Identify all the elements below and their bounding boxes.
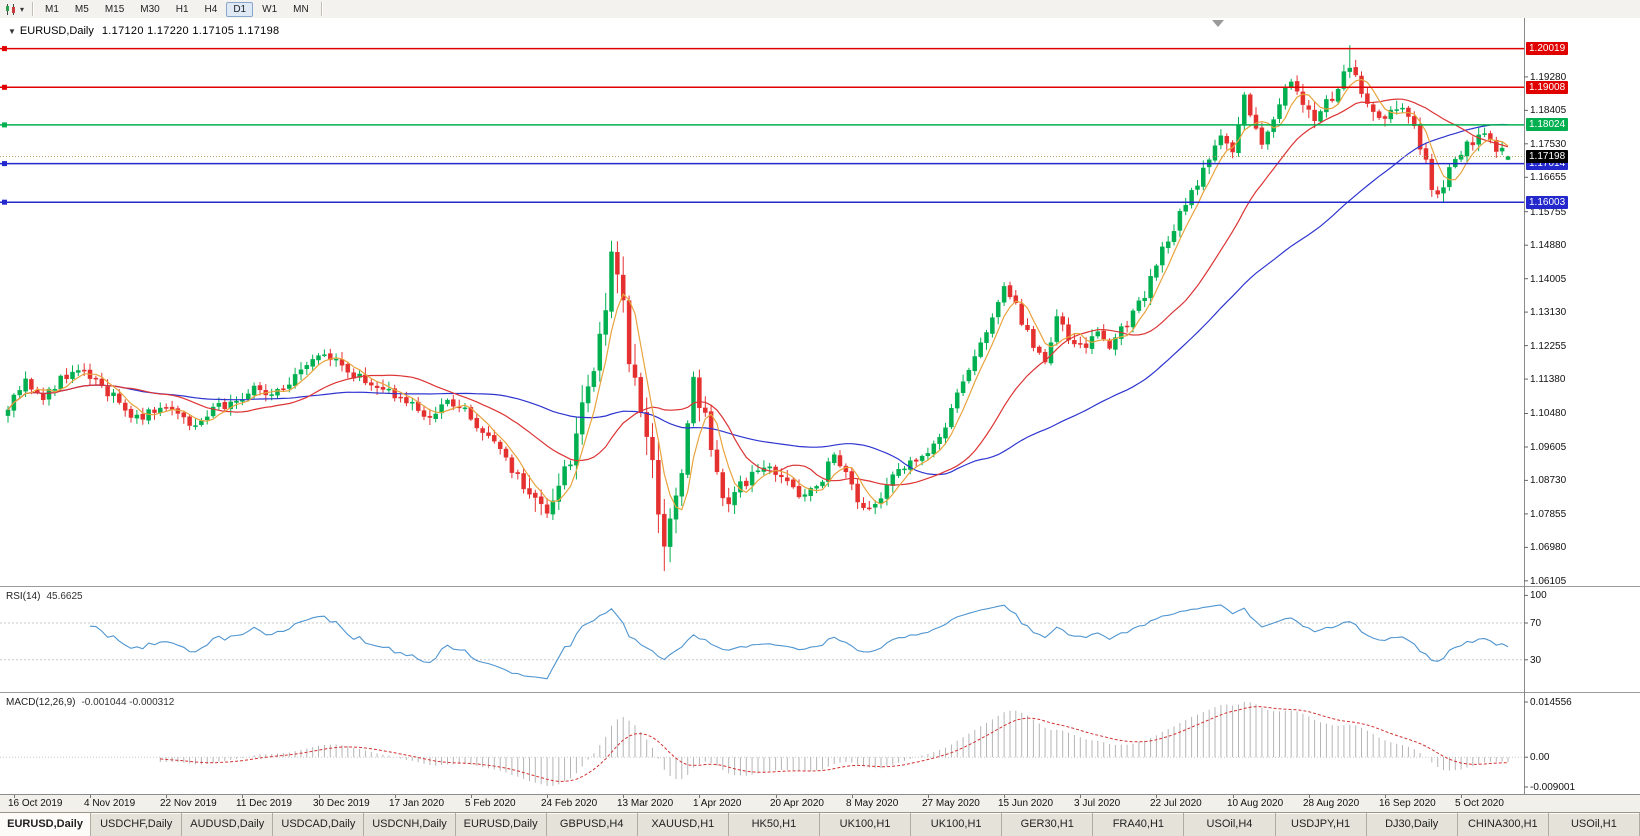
chart-tab-xauusd-h1[interactable]: XAUUSD,H1 <box>637 813 729 836</box>
chart-tab-ger30-h1[interactable]: GER30,H1 <box>1002 813 1094 836</box>
candlestick-chart-icon[interactable] <box>0 3 20 16</box>
timeframe-button-m1[interactable]: M1 <box>45 3 59 15</box>
date-axis-label: 17 Jan 2020 <box>389 798 445 809</box>
chart-tabs-bar: EURUSD,Daily USDCHF,Daily AUDUSD,Daily USDC… <box>0 812 1640 836</box>
date-axis-label: 24 Feb 2020 <box>541 798 598 809</box>
time-axis-tick <box>1156 795 1157 798</box>
timeframe-button-w1[interactable]: W1 <box>262 3 278 15</box>
ohlc-values: 1.17120 1.17220 1.17105 1.17198 <box>101 25 280 37</box>
date-axis-label: 3 Jul 2020 <box>1074 798 1121 809</box>
time-axis-tick <box>1004 795 1005 798</box>
toolbar-separator <box>320 2 322 16</box>
chart-tab-china300-h1[interactable]: CHINA300,H1 <box>1457 813 1549 836</box>
timeframe-button-d1[interactable]: D1 <box>226 1 254 17</box>
date-axis-label: 4 Nov 2019 <box>84 798 136 809</box>
chart-tab-gbpusd-h4[interactable]: GBPUSD,H4 <box>546 813 638 836</box>
time-axis-tick <box>90 795 91 798</box>
timeframe-button-m30[interactable]: M30 <box>140 3 160 15</box>
time-axis-tick <box>776 795 777 798</box>
chart-tab-usdcnh-daily[interactable]: USDCNH,Daily <box>364 813 456 836</box>
chart-tab-usdcad-daily[interactable]: USDCAD,Daily <box>273 813 365 836</box>
time-axis-tick <box>1385 795 1386 798</box>
price-axis[interactable] <box>1524 18 1640 794</box>
rsi-name: RSI(14) <box>6 591 41 602</box>
chart-tab-usoil-h1[interactable]: USOil,H1 <box>1548 813 1640 836</box>
date-axis-label: 10 Aug 2020 <box>1227 798 1284 809</box>
rsi-value: 45.6625 <box>46 591 83 602</box>
timeframe-button-m15[interactable]: M15 <box>104 3 125 15</box>
rsi-indicator-label: RSI(14) 45.6625 <box>6 591 83 602</box>
chart-tab-usoil-h4[interactable]: USOil,H4 <box>1184 813 1276 836</box>
time-axis-tick <box>1233 795 1234 798</box>
date-axis-label: 5 Oct 2020 <box>1455 798 1504 809</box>
timeframe-button-h4[interactable]: H4 <box>204 3 218 15</box>
date-axis-label: 27 May 2020 <box>922 798 980 809</box>
date-axis-label: 15 Jun 2020 <box>998 798 1054 809</box>
chart-tab-uk100-h1[interactable]: UK100,H1 <box>819 813 912 836</box>
dropdown-caret-icon[interactable]: ▾ <box>20 4 25 14</box>
time-axis-tick <box>471 795 472 798</box>
date-axis-label: 20 Apr 2020 <box>770 798 824 809</box>
timeframe-toolbar: ▾ M1 M5 M15 M30 H1 H4 D1 W1 MN <box>0 0 1640 19</box>
date-axis-label: 13 Mar 2020 <box>617 798 674 809</box>
toolbar-separator <box>32 2 34 16</box>
time-axis-tick <box>852 795 853 798</box>
date-axis-label: 11 Dec 2019 <box>236 798 292 809</box>
chart-tab-uk100-h1[interactable]: UK100,H1 <box>911 813 1003 836</box>
chart-tab-usdjpy-h1[interactable]: USDJPY,H1 <box>1275 813 1367 836</box>
collapse-caret-icon[interactable]: ▼ <box>8 27 16 36</box>
time-axis-tick <box>319 795 320 798</box>
macd-name: MACD(12,26,9) <box>6 697 76 708</box>
symbol-period-label: EURUSD,Daily <box>19 25 94 37</box>
chart-tab-usdchf-daily[interactable]: USDCHF,Daily <box>91 813 183 836</box>
time-axis-tick <box>166 795 167 798</box>
chart-tab-hk50-h1[interactable]: HK50,H1 <box>728 813 820 836</box>
date-axis-label: 5 Feb 2020 <box>465 798 516 809</box>
timeframe-button-h1[interactable]: H1 <box>175 3 189 15</box>
time-axis-tick <box>14 795 15 798</box>
macd-indicator-label: MACD(12,26,9) -0.001044 -0.000312 <box>6 697 174 708</box>
time-axis[interactable]: 16 Oct 2019 4 Nov 2019 22 Nov 2019 11 Dec 2… <box>0 794 1640 812</box>
date-axis-label: 22 Nov 2019 <box>160 798 217 809</box>
time-axis-tick <box>547 795 548 798</box>
timeframe-button-m5[interactable]: M5 <box>74 3 89 15</box>
date-axis-label: 28 Aug 2020 <box>1303 798 1360 809</box>
macd-values: -0.001044 -0.000312 <box>81 697 175 708</box>
time-axis-tick <box>699 795 700 798</box>
time-axis-tick <box>623 795 624 798</box>
date-axis-label: 16 Sep 2020 <box>1379 798 1436 809</box>
chart-tab-audusd-daily[interactable]: AUDUSD,Daily <box>182 813 274 836</box>
chart-tab-fra40-h1[interactable]: FRA40,H1 <box>1093 813 1185 836</box>
chart-canvas[interactable]: ▼ EURUSD,Daily 1.17120 1.17220 1.17105 1.1… <box>0 18 1640 794</box>
date-axis-label: 1 Apr 2020 <box>693 798 742 809</box>
date-axis-label: 30 Dec 2019 <box>313 798 370 809</box>
date-axis-label: 22 Jul 2020 <box>1150 798 1202 809</box>
chart-tab-dj30-daily[interactable]: DJ30,Daily <box>1366 813 1458 836</box>
time-axis-tick <box>1080 795 1081 798</box>
timeframe-button-mn[interactable]: MN <box>293 3 309 15</box>
date-axis-label: 16 Oct 2019 <box>8 798 63 809</box>
chart-title: ▼ EURUSD,Daily 1.17120 1.17220 1.17105 1.1… <box>8 25 279 37</box>
date-axis-label: 8 May 2020 <box>846 798 899 809</box>
time-axis-tick <box>928 795 929 798</box>
timeframe-buttons-group: M1 M5 M15 M30 H1 H4 D1 W1 MN <box>37 1 317 17</box>
chart-tab-eurusd-daily[interactable]: EURUSD,Daily <box>0 813 92 836</box>
time-axis-tick <box>1309 795 1310 798</box>
price-chart-svg <box>0 18 1640 794</box>
chart-tab-eurusd-daily[interactable]: EURUSD,Daily <box>455 813 547 836</box>
time-axis-tick <box>395 795 396 798</box>
time-axis-tick <box>1461 795 1462 798</box>
time-axis-tick <box>242 795 243 798</box>
